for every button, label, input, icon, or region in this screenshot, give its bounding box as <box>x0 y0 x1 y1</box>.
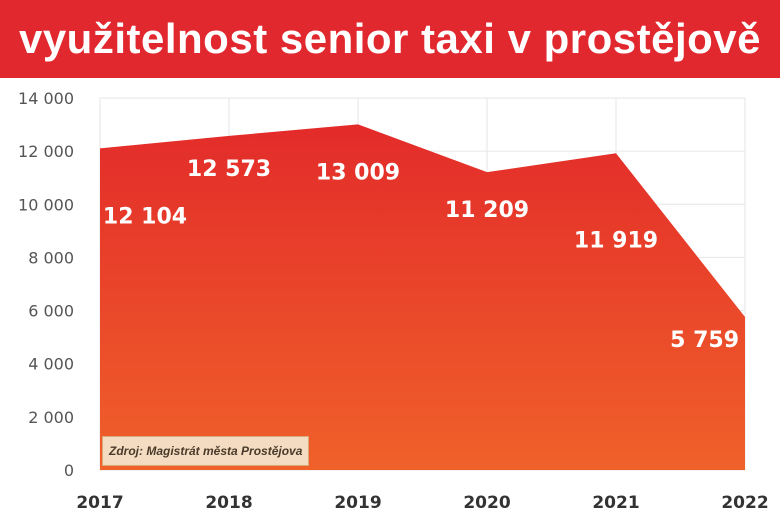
y-axis-ticks: 0 2 000 4 000 6 000 8 000 10 000 12 000 14 000 <box>18 89 74 480</box>
y-tick-label: 4 000 <box>28 355 74 374</box>
data-label: 13 009 <box>316 160 400 185</box>
y-tick-label: 12 000 <box>18 142 74 161</box>
data-label: 11 209 <box>445 198 529 223</box>
y-tick-label: 2 000 <box>28 408 74 427</box>
x-tick-label: 2020 <box>463 493 510 513</box>
y-tick-label: 10 000 <box>18 195 74 214</box>
x-tick-label: 2018 <box>205 493 252 513</box>
area-fill <box>100 124 745 471</box>
x-tick-label: 2019 <box>334 493 381 513</box>
data-label: 11 919 <box>574 228 658 253</box>
y-tick-label: 14 000 <box>18 89 74 108</box>
y-tick-label: 0 <box>64 461 74 480</box>
x-tick-label: 2022 <box>721 493 768 513</box>
data-label: 12 104 <box>103 204 187 229</box>
title-bar: využitelnost senior taxi v prostějově <box>0 0 780 78</box>
data-label: 12 573 <box>187 157 271 182</box>
chart-title: využitelnost senior taxi v prostějově <box>18 15 762 62</box>
x-tick-label: 2017 <box>76 493 123 513</box>
y-tick-label: 8 000 <box>28 248 74 267</box>
source-text: Zdroj: Magistrát města Prostějova <box>109 444 303 458</box>
x-axis-ticks: 2017 2018 2019 2020 2021 2022 <box>76 493 768 513</box>
x-tick-label: 2021 <box>592 493 639 513</box>
data-label: 5 759 <box>670 328 739 353</box>
y-tick-label: 6 000 <box>28 302 74 321</box>
area-series <box>100 124 745 471</box>
source-note: Zdroj: Magistrát města Prostějova <box>102 436 310 466</box>
